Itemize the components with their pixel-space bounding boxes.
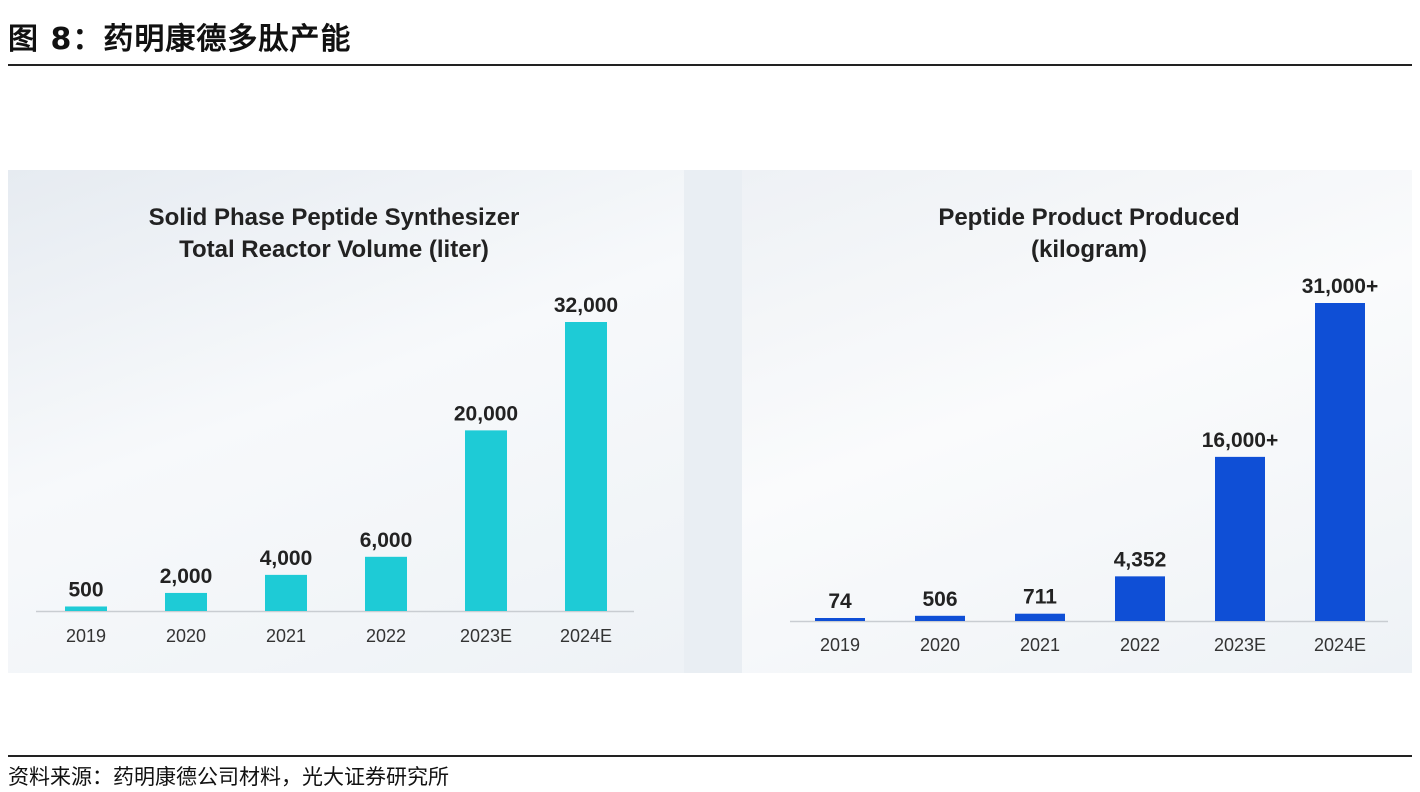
panel-divider — [684, 170, 742, 673]
bar-2019 — [815, 618, 865, 621]
data-label-2022: 6,000 — [360, 529, 413, 552]
bar-2020 — [915, 615, 965, 621]
figure-title: 图 8：药明康德多肽产能 — [8, 22, 352, 57]
tick-label-2022: 2022 — [366, 626, 406, 646]
chart-panel-reactor-volume: Solid Phase Peptide Synthesizer Total Re… — [8, 170, 684, 673]
bar-2023E — [1215, 456, 1265, 621]
chart-title-peptide-produced: Peptide Product Produced (kilogram) — [742, 202, 1412, 266]
data-label-2020: 2,000 — [160, 565, 213, 588]
chart-panel-peptide-produced: Peptide Product Produced (kilogram) 74 20… — [742, 170, 1412, 673]
bar-2020 — [165, 592, 207, 611]
data-label-2019: 74 — [828, 590, 852, 613]
data-label-2020: 506 — [922, 588, 957, 611]
bar-2019 — [65, 606, 107, 611]
bar-2024E — [565, 322, 607, 611]
tick-label-2019: 2019 — [820, 635, 860, 655]
tick-label-2023E: 2023E — [1214, 635, 1266, 655]
tick-label-2020: 2020 — [166, 626, 206, 646]
bar-2021 — [1015, 613, 1065, 621]
bar-2022 — [1115, 576, 1165, 621]
top-rule — [8, 64, 1412, 66]
bar-2024E — [1315, 303, 1365, 621]
tick-label-2024E: 2024E — [560, 626, 612, 646]
tick-label-2024E: 2024E — [1314, 635, 1366, 655]
tick-label-2023E: 2023E — [460, 626, 512, 646]
data-label-2024E: 32,000 — [554, 294, 618, 317]
bar-2023E — [465, 430, 507, 611]
chart-title-reactor-volume: Solid Phase Peptide Synthesizer Total Re… — [8, 202, 660, 266]
peptide-produced-chart-svg: 74 2019 506 2020 711 2021 4,352 2022 16,000+ 2023… — [790, 275, 1388, 655]
data-label-2024E: 31,000+ — [1302, 275, 1379, 298]
tick-label-2022: 2022 — [1120, 635, 1160, 655]
source-note: 资料来源：药明康德公司材料，光大证券研究所 — [8, 765, 449, 789]
data-label-2021: 711 — [1023, 586, 1057, 609]
data-label-2023E: 20,000 — [454, 402, 518, 425]
tick-label-2021: 2021 — [266, 626, 306, 646]
chart-title-line-2: Total Reactor Volume (liter) — [179, 236, 489, 263]
tick-label-2021: 2021 — [1020, 635, 1060, 655]
chart-title-line-2: (kilogram) — [1030, 236, 1147, 263]
data-label-2019: 500 — [68, 578, 103, 601]
data-label-2023E: 16,000+ — [1202, 429, 1279, 452]
bottom-rule — [8, 755, 1412, 757]
data-label-2021: 4,000 — [260, 547, 313, 570]
bar-2021 — [265, 574, 307, 611]
reactor-volume-chart-svg: 500 2019 2,000 2020 4,000 2021 6,000 2022 20,000… — [36, 294, 634, 646]
tick-label-2020: 2020 — [920, 635, 960, 655]
tick-label-2019: 2019 — [66, 626, 106, 646]
bar-2022 — [365, 556, 407, 611]
chart-title-line-1: Solid Phase Peptide Synthesizer — [148, 204, 520, 231]
data-label-2022: 4,352 — [1114, 548, 1167, 571]
chart-title-line-1: Peptide Product Produced — [938, 204, 1240, 231]
